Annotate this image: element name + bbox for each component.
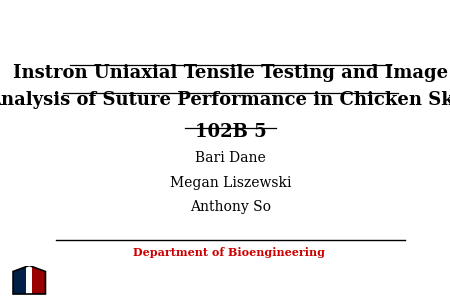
Polygon shape — [13, 266, 29, 294]
Polygon shape — [27, 266, 32, 294]
Text: Bari Dane: Bari Dane — [195, 152, 266, 166]
Text: Instron Uniaxial Tensile Testing and Image: Instron Uniaxial Tensile Testing and Ima… — [13, 64, 448, 82]
Text: Department of Bioengineering: Department of Bioengineering — [133, 248, 325, 258]
Polygon shape — [29, 266, 45, 294]
Text: Megan Liszewski: Megan Liszewski — [170, 176, 292, 190]
Text: Anthony So: Anthony So — [190, 200, 271, 214]
Text: 102B 5: 102B 5 — [195, 123, 266, 141]
Text: Analysis of Suture Performance in Chicken Skin: Analysis of Suture Performance in Chicke… — [0, 92, 450, 110]
